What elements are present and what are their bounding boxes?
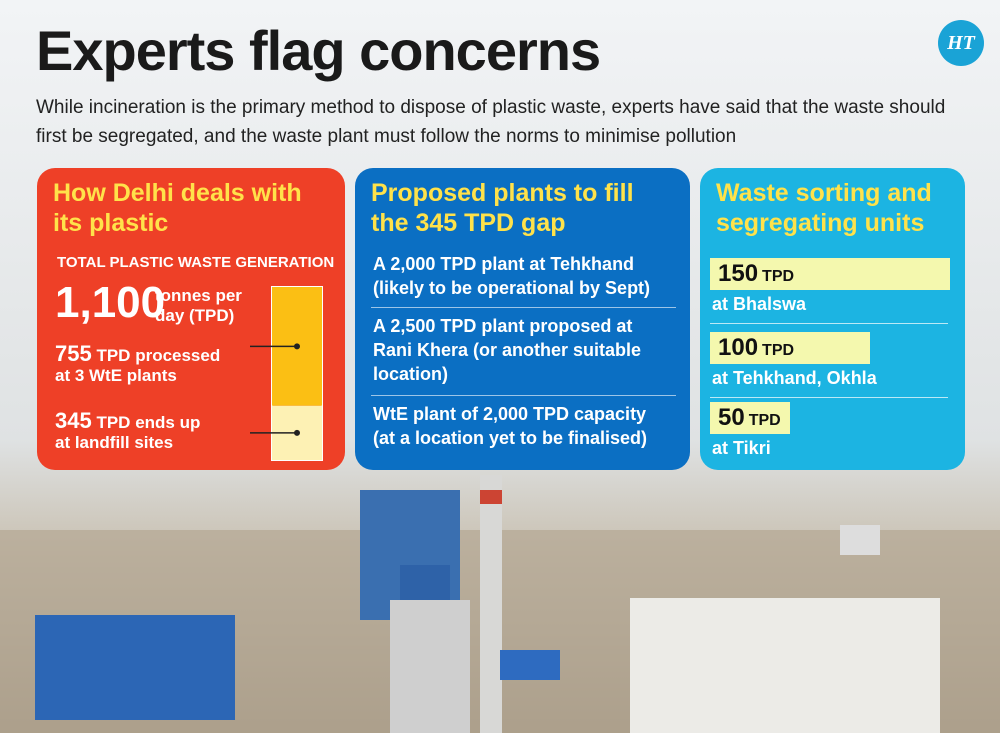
text: processed — [135, 346, 221, 365]
landfill: 345 TPD ends up at landfill sites — [55, 408, 201, 453]
processed: 755 TPD processed at 3 WtE plants — [55, 341, 221, 386]
value: 150 — [718, 260, 759, 287]
detail: at landfill sites — [55, 433, 174, 452]
panel-heading: How Delhi deals with its plastic — [53, 179, 302, 237]
leader-dot — [294, 429, 300, 436]
detail: at 3 WtE plants — [55, 366, 177, 385]
value: 755 — [55, 341, 92, 366]
panel-heading: Waste sorting and segregating units — [716, 179, 932, 237]
label: TOTAL PLASTIC WASTE GENERATION — [57, 254, 335, 271]
total-unit: tonnes per day (TPD) — [155, 286, 242, 325]
unit: TPD — [762, 268, 795, 285]
unit-location: at Bhalswa — [712, 294, 807, 314]
panel-heading: Proposed plants to fill the 345 TPD gap — [371, 179, 634, 237]
unit: TPD — [96, 413, 131, 432]
unit-value: 150 TPD — [718, 260, 794, 291]
plant-item: A 2,000 TPD plant at Tehkhand (likely to… — [373, 254, 651, 298]
title: Experts flag concerns — [36, 19, 601, 82]
separator — [710, 323, 948, 324]
unit-bar — [710, 402, 790, 434]
unit-value: 50 TPD — [718, 404, 781, 435]
logo: HT — [938, 20, 984, 66]
unit-location: at Tehkhand, Okhla — [712, 368, 877, 388]
unit-list: 150 TPD at Bhalswa 100 TPD at Tehkhand, Okhla… — [700, 168, 965, 470]
stacked-bar — [250, 286, 323, 461]
separator — [710, 397, 948, 398]
delhi-panel: How Delhi deals with its plastic TOTAL P… — [37, 168, 345, 470]
leader-dot — [294, 343, 300, 350]
unit: TPD — [96, 346, 131, 365]
unit-value: 100 TPD — [718, 334, 794, 365]
unit-bar — [710, 332, 870, 364]
units-panel: Waste sorting and segregating units 150 T… — [700, 168, 965, 470]
value: 345 — [55, 408, 92, 433]
unit: TPD — [748, 412, 781, 429]
text: ends up — [135, 413, 201, 432]
value: 100 — [718, 334, 759, 361]
separator — [371, 307, 676, 308]
separator — [371, 395, 676, 396]
plants-panel: Proposed plants to fill the 345 TPD gap … — [355, 168, 690, 470]
value: 50 — [718, 404, 745, 431]
plant-item: A 2,500 TPD plant proposed at Rani Khera… — [373, 316, 642, 384]
plant-item: WtE plant of 2,000 TPD capacity (at a lo… — [373, 404, 648, 448]
unit-location: at Tikri — [712, 438, 771, 458]
total-value: 1,100 — [55, 278, 166, 327]
unit-bar — [710, 258, 950, 290]
subtitle: While incineration is the primary method… — [36, 97, 946, 147]
unit: TPD — [762, 342, 795, 359]
